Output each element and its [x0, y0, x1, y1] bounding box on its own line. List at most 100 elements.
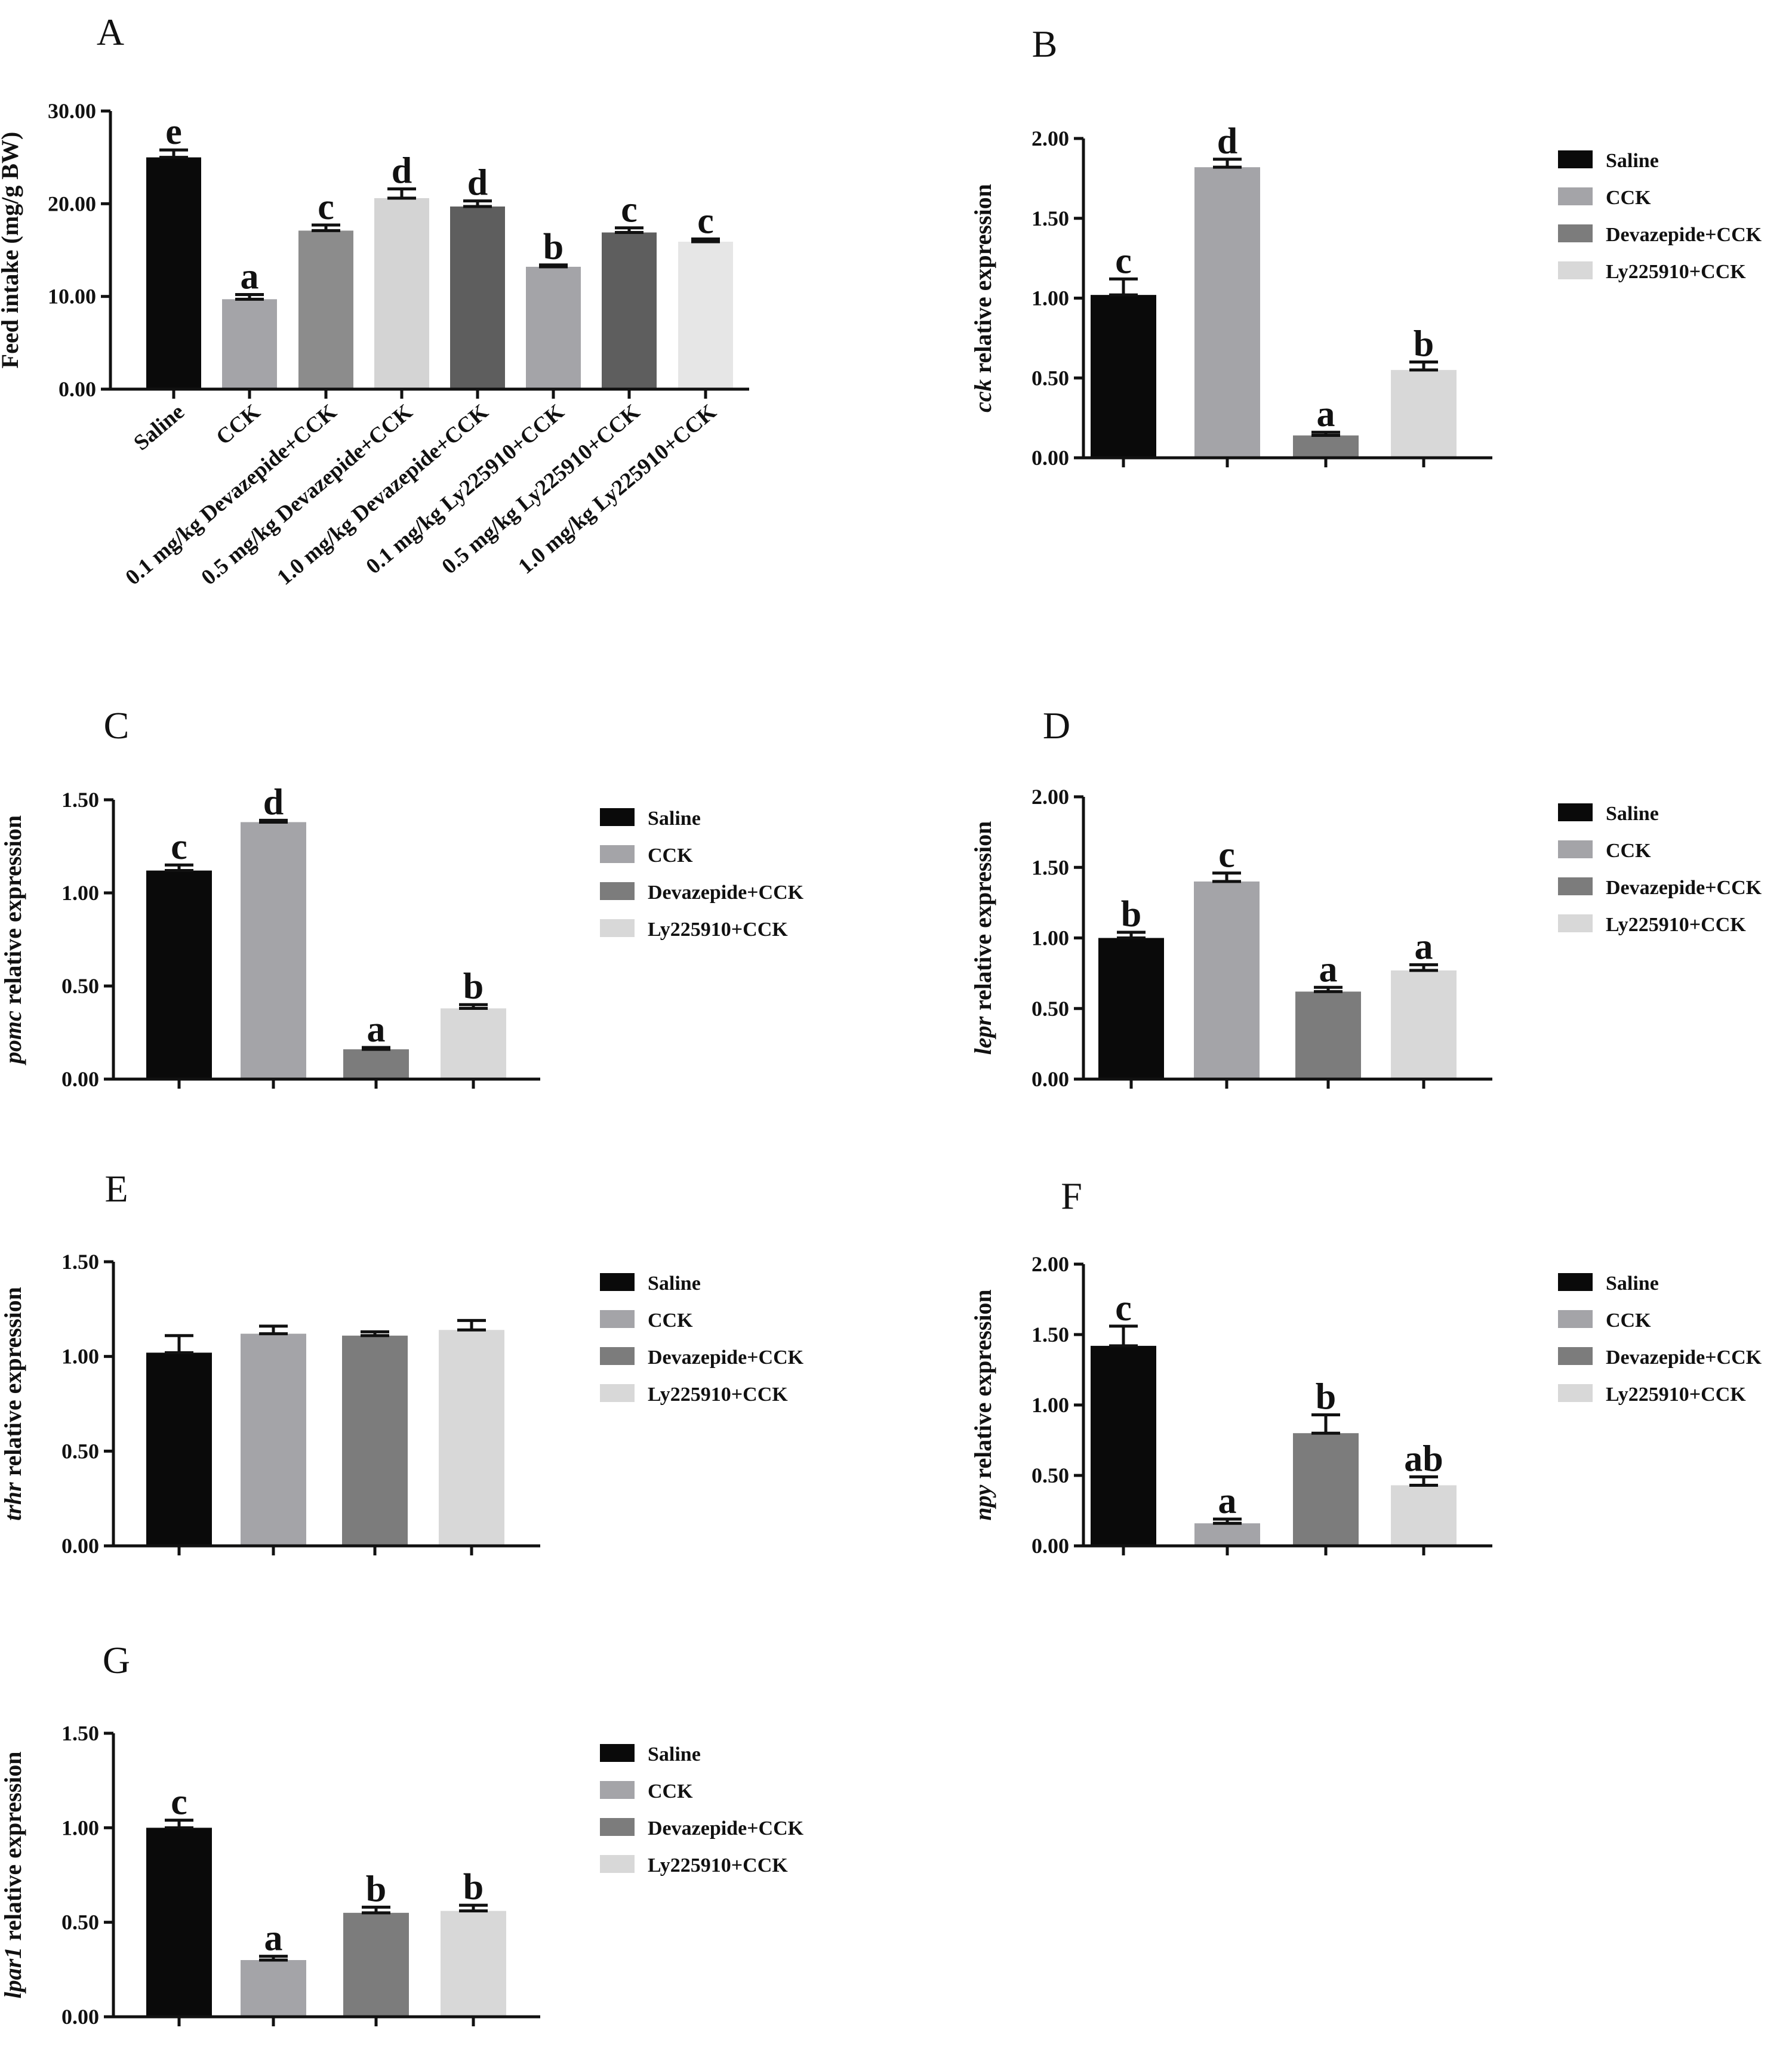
legend-label: Ly225910+CCK [648, 1854, 788, 1877]
legend-label: Devazepide+CCK [1606, 877, 1762, 899]
y-tick-label: 20.00 [48, 192, 96, 215]
bar [526, 266, 581, 389]
y-tick-label: 0.50 [61, 1911, 99, 1934]
bar [1091, 295, 1156, 458]
significance-label: d [392, 150, 412, 191]
panel-letter: A [97, 11, 124, 53]
significance-label: c [171, 1782, 187, 1823]
y-tick-label: 0.50 [1032, 1463, 1069, 1487]
y-axis-label-gene: pomc [0, 1010, 26, 1065]
y-tick-label: 0.50 [1032, 366, 1069, 390]
significance-label: c [621, 190, 638, 230]
y-tick-label: 1.00 [1032, 286, 1069, 310]
panel-g: Gc a b b 0.00 0.50 1.00 1.50 lpar1 relative expr… [0, 1639, 804, 2029]
panel-letter: F [1061, 1175, 1082, 1217]
y-axis-label-gene: trhr [0, 1482, 26, 1521]
bar [439, 1330, 504, 1546]
legend-swatch [1558, 224, 1593, 242]
legend-swatch [600, 845, 635, 863]
y-axis-label-text: relative expression [0, 1287, 26, 1482]
significance-label: b [1414, 324, 1434, 365]
panel-e: E 0.00 0.50 1.00 1.50 trhr relative expressio… [0, 1167, 804, 1558]
bar [241, 822, 306, 1079]
legend: Saline CCK Devazepide+CCK Ly225910+CCK [1558, 1272, 1762, 1406]
y-tick-label: 1.50 [1032, 855, 1069, 879]
legend-swatch [1558, 150, 1593, 168]
legend-swatch [1558, 187, 1593, 205]
bar [602, 232, 657, 389]
legend-label: Saline [1606, 1272, 1659, 1295]
legend-swatch [1558, 1310, 1593, 1328]
bar [146, 870, 212, 1079]
y-tick-label: 0.00 [61, 1534, 99, 1558]
legend: Saline CCK Devazepide+CCK Ly225910+CCK [1558, 150, 1762, 283]
legend-swatch [600, 1273, 635, 1291]
y-tick-label: 1.50 [1032, 1323, 1069, 1347]
panel-letter: C [104, 704, 130, 747]
y-tick-label: 0.50 [61, 974, 99, 998]
significance-label: b [1121, 894, 1141, 935]
legend-label: Devazepide+CCK [648, 1347, 804, 1369]
y-axis-label: pomc relative expression [0, 815, 26, 1065]
legend-swatch [1558, 261, 1593, 279]
y-tick-label: 0.00 [61, 2005, 99, 2029]
significance-label: a [264, 1918, 283, 1959]
significance-label: d [263, 782, 284, 822]
y-axis-label-gene: lepr [969, 1016, 996, 1055]
significance-label: c [1115, 1288, 1132, 1329]
legend-swatch [600, 882, 635, 900]
legend: Saline CCK Devazepide+CCK Ly225910+CCK [600, 1272, 804, 1406]
significance-label: b [366, 1869, 386, 1909]
significance-label: b [1316, 1377, 1336, 1418]
y-tick-label: 0.00 [61, 1067, 99, 1091]
y-axis-label: Feed intake (mg/g BW) [0, 132, 23, 369]
y-axis-label-text: relative expression [0, 1751, 26, 1946]
bar [1295, 991, 1361, 1079]
legend: Saline CCK Devazepide+CCK Ly225910+CCK [1558, 803, 1762, 936]
legend-swatch [1558, 1273, 1593, 1291]
legend-label: Ly225910+CCK [648, 919, 788, 941]
y-tick-label: 0.00 [1032, 446, 1069, 470]
legend-label: Saline [1606, 150, 1659, 172]
bar [343, 1049, 409, 1079]
y-tick-label: 10.00 [48, 285, 96, 309]
significance-label: ab [1404, 1438, 1443, 1479]
bar [1391, 369, 1457, 458]
legend-swatch [600, 1744, 635, 1762]
legend-label: Saline [648, 1272, 701, 1295]
legend-swatch [1558, 877, 1593, 895]
legend-swatch [600, 1384, 635, 1402]
y-tick-label: 1.50 [1032, 207, 1069, 230]
legend-label: Devazepide+CCK [648, 882, 804, 904]
y-tick-label: 1.50 [61, 1250, 99, 1274]
category-label: CCK [211, 399, 265, 449]
significance-label: a [1319, 949, 1338, 990]
significance-label: a [1218, 1481, 1237, 1521]
bar [450, 206, 505, 389]
bar [1098, 938, 1164, 1079]
legend: Saline CCK Devazepide+CCK Ly225910+CCK [600, 1743, 804, 1877]
category-label: Saline [129, 399, 189, 455]
legend-swatch [600, 1310, 635, 1328]
panel-b: Bc d a b 0.00 0.50 1.00 1.50 2.00 cck relative ex… [969, 23, 1762, 470]
panel-letter: E [104, 1167, 128, 1210]
bar [146, 1352, 212, 1546]
significance-label: d [467, 163, 488, 204]
bar [1293, 435, 1359, 458]
significance-label: d [1217, 121, 1237, 162]
legend-swatch [600, 1818, 635, 1836]
bar [441, 1911, 506, 2017]
legend-label: CCK [648, 845, 693, 867]
legend-label: CCK [1606, 1309, 1651, 1332]
y-axis-label: cck relative expression [969, 184, 996, 412]
panel-letter: D [1043, 704, 1070, 747]
bar [374, 198, 429, 389]
legend-swatch [600, 808, 635, 826]
significance-label: c [1115, 241, 1132, 281]
y-axis-label-text: relative expression [0, 815, 26, 1010]
legend-label: Devazepide+CCK [648, 1817, 804, 1840]
y-tick-label: 1.00 [61, 881, 99, 905]
panel-letter: B [1032, 23, 1058, 65]
